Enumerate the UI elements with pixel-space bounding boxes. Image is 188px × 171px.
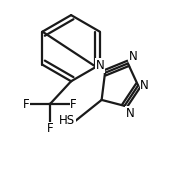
Text: N: N <box>126 107 135 120</box>
Text: F: F <box>70 98 77 111</box>
Text: N: N <box>140 79 149 92</box>
Text: N: N <box>96 59 104 72</box>
Text: HS: HS <box>59 114 75 127</box>
Text: F: F <box>47 122 53 135</box>
Text: F: F <box>23 98 30 111</box>
Text: N: N <box>129 50 138 63</box>
